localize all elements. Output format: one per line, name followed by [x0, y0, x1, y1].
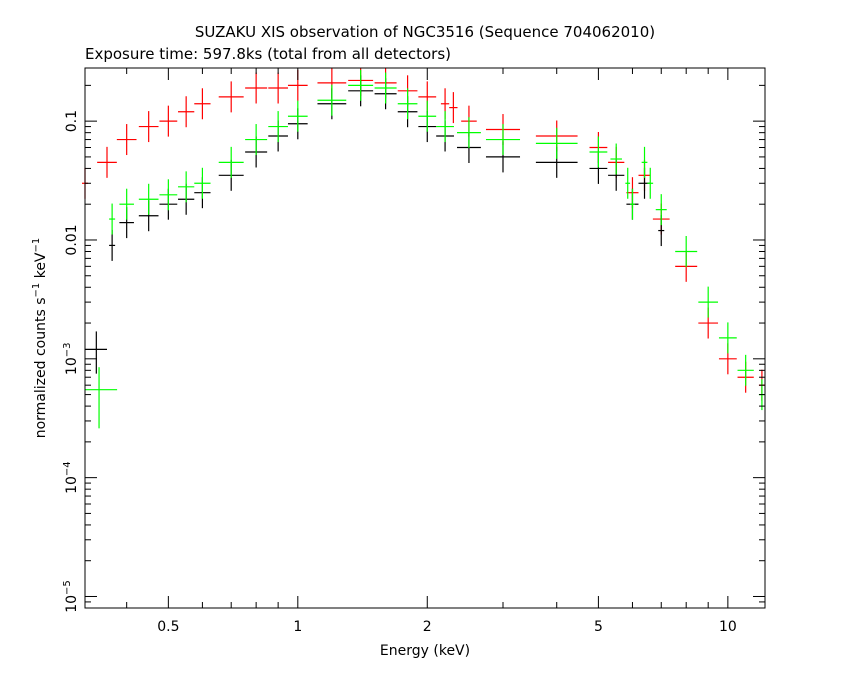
data-point [397, 88, 418, 120]
data-point [159, 105, 178, 137]
data-point [218, 146, 244, 178]
data-point [737, 354, 754, 386]
x-tick-label: 1 [293, 619, 302, 635]
data-point [159, 179, 178, 211]
green-cross [85, 367, 118, 429]
y-tick-label: 0.01 [64, 224, 80, 255]
data-point [178, 171, 195, 203]
x-tick-label: 10 [719, 619, 737, 635]
y-tick-label: 10−5 [62, 580, 80, 613]
data-point [245, 124, 268, 156]
data-point [457, 117, 481, 149]
plot-frame [84, 67, 766, 609]
data-point [535, 127, 578, 159]
chart-title: SUZAKU XIS observation of NGC3516 (Seque… [195, 23, 655, 41]
x-axis-label: Energy (keV) [380, 643, 470, 659]
data-point [268, 111, 288, 143]
data-point [194, 167, 211, 199]
series-1 [109, 75, 665, 261]
tick-layer: 0.5 1 2 5 10 0.1 0.01 10−3 10−4 10−5 [62, 68, 765, 635]
data-point [218, 81, 244, 113]
data-point [268, 72, 288, 104]
data-point [317, 84, 347, 116]
data-point [485, 124, 521, 156]
data-point [119, 188, 134, 220]
data-point [138, 183, 159, 215]
x-tick-label: 5 [594, 619, 603, 635]
data-point [641, 146, 648, 178]
x-tick-label: 0.5 [157, 619, 179, 635]
data-point [625, 167, 631, 199]
data-point [655, 194, 667, 226]
y-tick-label: 10−3 [62, 343, 80, 376]
y-axis-label: normalized counts s−1 keV−1 [31, 238, 49, 439]
black-cross [85, 331, 107, 374]
data-point [647, 167, 654, 199]
data-point [287, 100, 308, 132]
data-point [97, 146, 117, 178]
chart-subtitle: Exposure time: 597.8ks (total from all d… [85, 45, 451, 63]
data-point [178, 96, 195, 128]
data-point [449, 92, 458, 124]
y-tick-label: 10−4 [62, 461, 80, 494]
data-point [630, 188, 635, 220]
data-point [348, 69, 374, 101]
data-point [116, 124, 137, 156]
data-point [109, 229, 116, 261]
data-point [138, 111, 159, 143]
series-2 [109, 69, 765, 411]
data-point [374, 72, 397, 104]
data-point [675, 236, 698, 267]
series-layer [82, 68, 765, 411]
series-0 [82, 68, 765, 401]
data-point [194, 88, 211, 120]
y-tick-label: 0.1 [64, 110, 80, 132]
data-point [109, 203, 116, 235]
data-point [589, 136, 608, 168]
annotation-layer [85, 331, 118, 429]
data-point [698, 286, 719, 318]
data-point [418, 100, 437, 132]
data-point [718, 322, 737, 354]
data-point [610, 143, 622, 175]
data-point [436, 111, 454, 143]
data-point [245, 72, 268, 104]
x-tick-label: 2 [423, 619, 432, 635]
